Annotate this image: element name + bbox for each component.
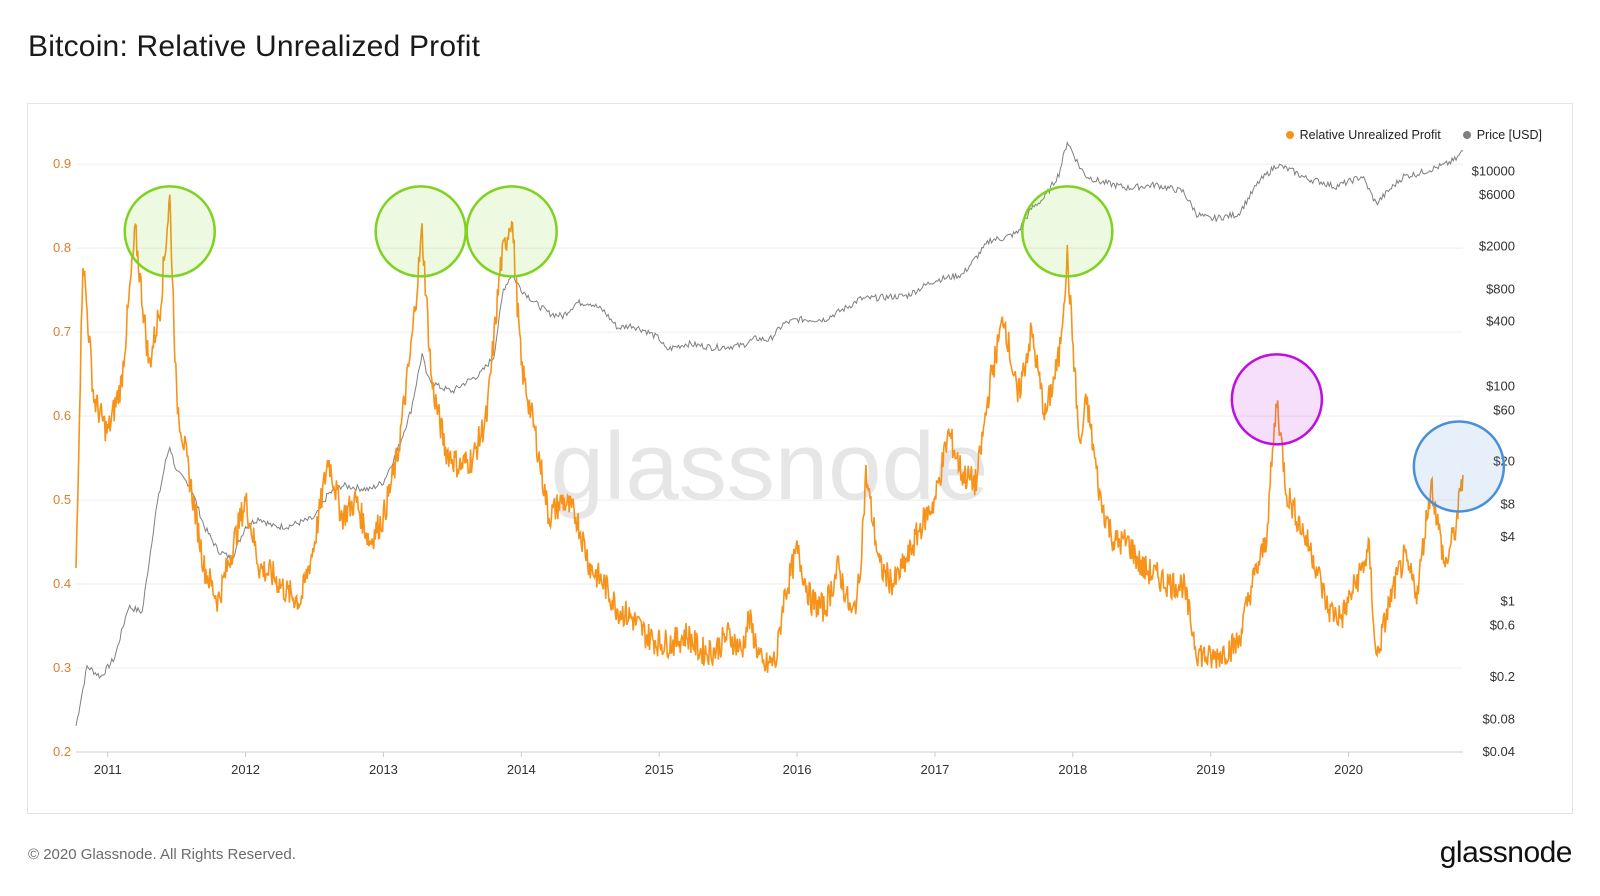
y-right-tick-label: $0.2 — [1490, 669, 1515, 684]
y-right-tick-label: $1 — [1501, 594, 1515, 609]
chart-panel: 0.2 0.3 0.4 0.5 0.6 0.7 0.8 0.9 $0.04 $0.08 $0.2 $0… — [27, 103, 1573, 814]
x-tick-label: 2020 — [1334, 762, 1363, 777]
annotation-circle-green — [465, 185, 558, 278]
legend-dot-gray-icon — [1462, 131, 1471, 139]
chart-svg: 0.2 0.3 0.4 0.5 0.6 0.7 0.8 0.9 $0.04 $0.08 $0.2 $0… — [53, 141, 1515, 777]
y-right-tick-label: $0.6 — [1490, 617, 1515, 632]
y-right-tick-label: $60 — [1493, 402, 1515, 417]
x-tick-label: 2011 — [94, 762, 122, 777]
y-right-tick-label: $0.04 — [1482, 744, 1515, 759]
x-tick-label: 2017 — [920, 762, 949, 777]
annotation-circle-green — [123, 185, 217, 278]
y-right-tick-label: $0.08 — [1482, 712, 1515, 727]
y-right-tick-label: $400 — [1486, 314, 1515, 329]
y-right-tick-label: $4 — [1501, 529, 1515, 544]
y-left-tick-label: 0.8 — [53, 240, 71, 255]
x-tick-label: 2012 — [231, 762, 260, 777]
y-left-tick-label: 0.7 — [53, 324, 71, 339]
y-right-tick-label: $100 — [1486, 379, 1515, 394]
y-left-tick-label: 0.4 — [53, 576, 71, 591]
price-series-line — [75, 141, 1464, 726]
y-left-tick-label: 0.3 — [53, 660, 71, 675]
y-right-tick-label: $10000 — [1472, 163, 1515, 178]
annotation-circle-blue — [1412, 420, 1506, 513]
y-right-tick-label: $6000 — [1479, 187, 1515, 202]
y-left-tick-label: 0.5 — [53, 492, 71, 507]
x-tick-label: 2015 — [645, 762, 674, 777]
y-right-tick-label: $800 — [1486, 281, 1515, 296]
x-tick-label: 2016 — [783, 762, 812, 777]
legend-item-price[interactable]: Price [USD] — [1462, 128, 1542, 142]
y-right-tick-label: $8 — [1501, 496, 1515, 511]
legend-label: Price [USD] — [1476, 128, 1542, 142]
legend-dot-orange-icon — [1285, 131, 1294, 139]
annotation-circle-green — [1021, 185, 1114, 278]
legend-label: Relative Unrealized Profit — [1299, 128, 1441, 142]
y-right-tick-label: $2000 — [1479, 239, 1515, 254]
brand-logo[interactable]: glassnode — [1439, 836, 1573, 869]
y-left-tick-label: 0.2 — [53, 744, 71, 759]
x-tick-label: 2013 — [369, 762, 398, 777]
annotation-circle-purple — [1230, 353, 1324, 446]
watermark: glassnode — [551, 413, 989, 520]
legend: Relative Unrealized Profit Price [USD] — [1285, 128, 1542, 142]
x-tick-label: 2018 — [1058, 762, 1087, 777]
x-tick-label: 2019 — [1196, 762, 1225, 777]
annotation-circle-green — [374, 185, 467, 278]
y-left-tick-label: 0.6 — [53, 408, 71, 423]
legend-item-relative-unrealized-profit[interactable]: Relative Unrealized Profit — [1285, 128, 1441, 142]
x-tick-label: 2014 — [507, 762, 536, 777]
copyright: © 2020 Glassnode. All Rights Reserved. — [28, 846, 296, 863]
relative-unrealized-profit-line — [75, 194, 1464, 673]
page-title: Bitcoin: Relative Unrealized Profit — [28, 30, 481, 63]
y-left-tick-label: 0.9 — [53, 156, 71, 171]
